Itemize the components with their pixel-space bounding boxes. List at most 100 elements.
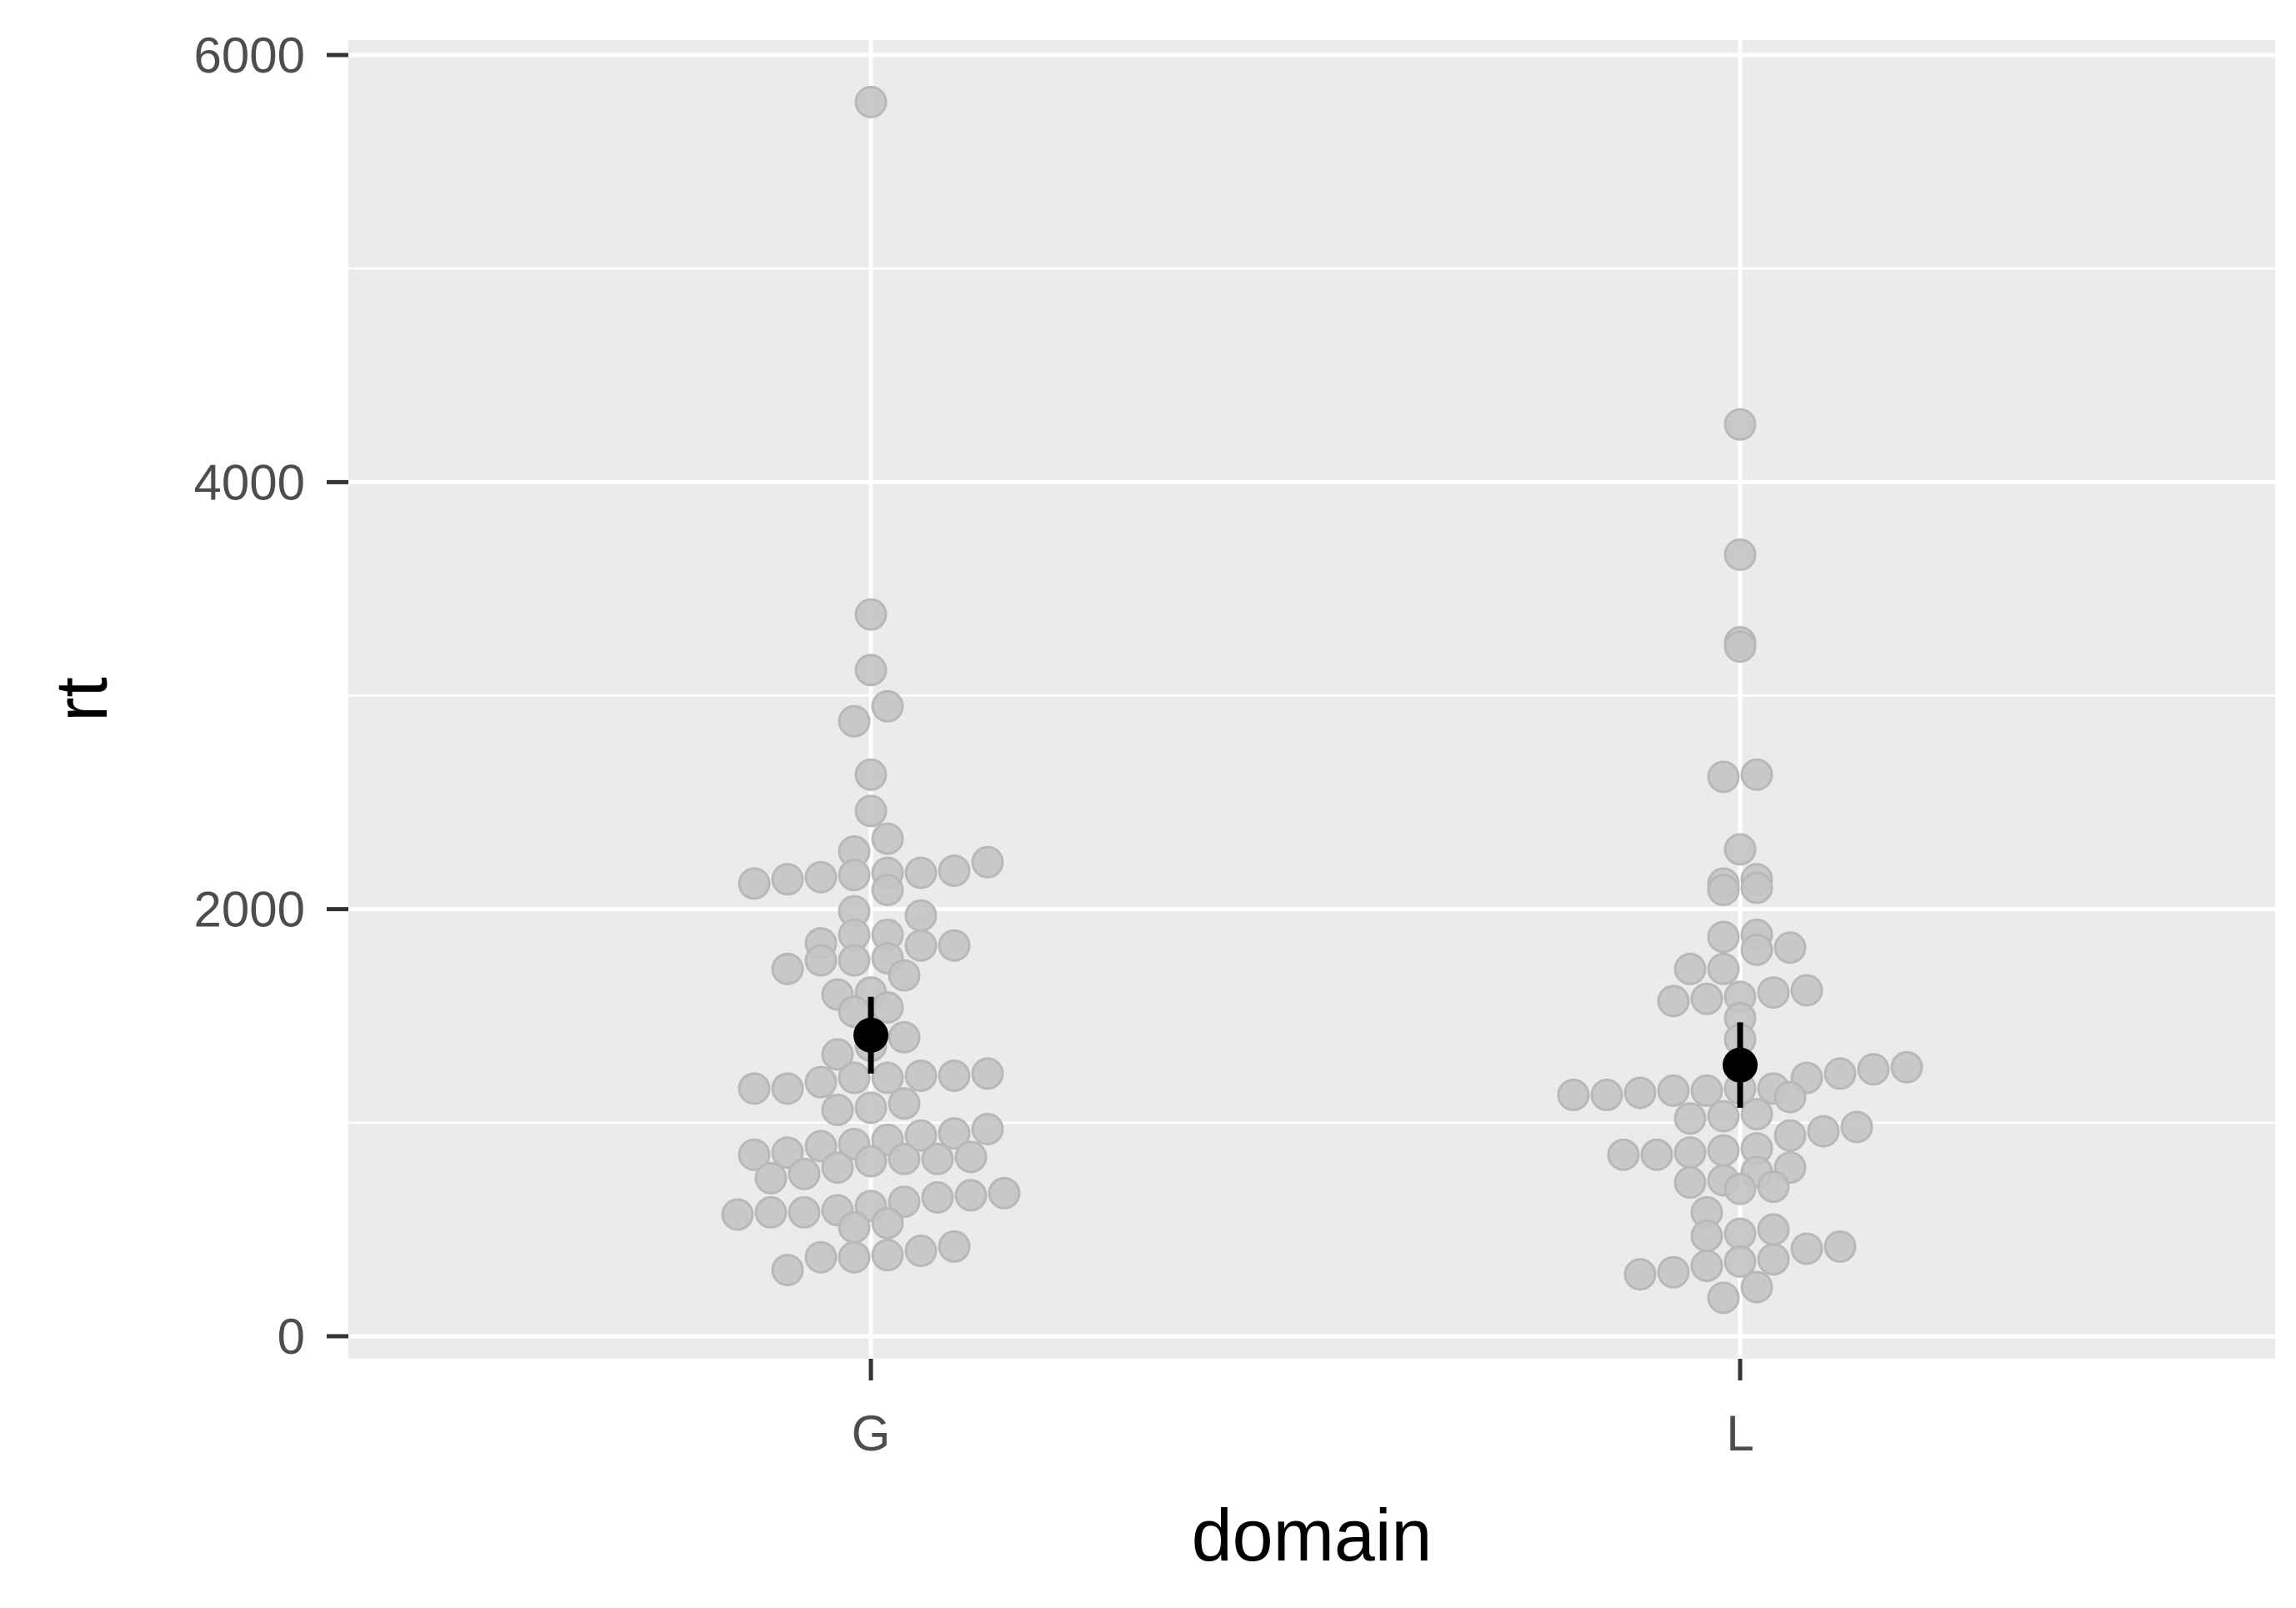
- data-point: [804, 860, 838, 894]
- data-point: [838, 1061, 871, 1095]
- data-point: [1657, 1255, 1690, 1289]
- data-point: [721, 1198, 754, 1231]
- data-point: [1657, 1074, 1690, 1107]
- data-point: [804, 944, 838, 977]
- data-point: [1723, 630, 1757, 664]
- data-point: [1790, 1232, 1823, 1265]
- data-point: [904, 929, 938, 962]
- data-point: [1690, 982, 1723, 1015]
- data-point: [1707, 952, 1740, 985]
- data-point: [1807, 1115, 1840, 1148]
- data-point: [888, 959, 921, 992]
- data-point: [771, 1254, 804, 1287]
- mean-point: [1723, 1047, 1758, 1083]
- data-point: [938, 1117, 971, 1150]
- data-point: [821, 1038, 854, 1071]
- data-point: [1740, 871, 1773, 904]
- data-point: [854, 654, 888, 687]
- data-point: [1740, 1098, 1773, 1131]
- y-tick-label: 2000: [194, 882, 305, 938]
- data-point: [1790, 974, 1823, 1007]
- data-point: [988, 1176, 1021, 1210]
- data-point: [938, 854, 971, 888]
- data-point: [804, 1240, 838, 1274]
- data-point: [854, 758, 888, 791]
- data-point: [1557, 1079, 1590, 1112]
- data-point: [971, 845, 1004, 879]
- y-tick-label: 0: [278, 1309, 305, 1365]
- data-point: [1707, 1134, 1740, 1167]
- y-tick-label: 6000: [194, 28, 305, 83]
- data-point: [971, 1057, 1004, 1090]
- data-point: [1673, 952, 1707, 985]
- data-point: [771, 863, 804, 896]
- data-point: [1723, 833, 1757, 866]
- data-point: [1673, 1102, 1707, 1135]
- data-point: [1707, 874, 1740, 907]
- data-point: [871, 1239, 904, 1272]
- x-tick-label: L: [1726, 1405, 1753, 1461]
- data-point: [1740, 758, 1773, 791]
- data-point: [804, 1130, 838, 1163]
- panel-background: [348, 40, 2275, 1359]
- data-point: [788, 1157, 821, 1190]
- data-point: [854, 85, 888, 118]
- data-point: [938, 1230, 971, 1263]
- data-point: [1723, 538, 1757, 571]
- data-point: [771, 1136, 804, 1170]
- data-point: [1857, 1053, 1890, 1086]
- data-point: [1723, 1217, 1757, 1250]
- data-point: [971, 1113, 1004, 1146]
- data-point: [1757, 976, 1790, 1009]
- data-point: [838, 704, 871, 738]
- data-point: [1723, 408, 1757, 441]
- data-point: [838, 859, 871, 892]
- mean-point: [853, 1017, 888, 1053]
- data-point: [821, 1093, 854, 1126]
- data-point: [804, 1065, 838, 1099]
- data-point: [871, 1061, 904, 1095]
- data-point: [1690, 1249, 1723, 1282]
- data-point: [738, 1072, 771, 1105]
- data-point: [954, 1140, 988, 1174]
- data-point: [1707, 1100, 1740, 1133]
- data-point: [904, 899, 938, 932]
- data-point: [854, 598, 888, 631]
- data-point: [838, 1210, 871, 1244]
- data-point: [938, 1059, 971, 1092]
- data-point: [1707, 760, 1740, 794]
- data-point: [938, 929, 971, 962]
- data-point: [1723, 1172, 1757, 1205]
- data-point: [1673, 1166, 1707, 1200]
- data-point: [1757, 1213, 1790, 1246]
- data-point: [838, 1240, 871, 1274]
- data-point: [1707, 1281, 1740, 1315]
- data-point: [904, 1059, 938, 1092]
- data-point: [1740, 1270, 1773, 1304]
- y-tick-label: 4000: [194, 454, 305, 510]
- data-point: [871, 689, 904, 723]
- data-point: [1773, 1119, 1807, 1152]
- data-point: [1623, 1258, 1657, 1291]
- data-point: [904, 1235, 938, 1268]
- data-point: [871, 991, 904, 1024]
- data-point: [888, 1087, 921, 1120]
- data-point: [921, 1142, 954, 1175]
- data-point: [738, 867, 771, 900]
- data-point: [754, 1195, 788, 1229]
- x-tick-label: G: [852, 1405, 891, 1461]
- data-point: [1607, 1138, 1640, 1171]
- major-grid-lines: [348, 40, 2275, 1359]
- data-point: [1840, 1110, 1873, 1144]
- data-point: [1690, 1220, 1723, 1253]
- data-points: [721, 85, 1923, 1315]
- data-point: [854, 1145, 888, 1178]
- data-point: [1757, 1243, 1790, 1276]
- data-point: [771, 952, 804, 985]
- data-point: [1823, 1057, 1857, 1090]
- data-point: [1773, 1080, 1807, 1114]
- data-point: [1757, 1170, 1790, 1204]
- data-point: [1723, 1245, 1757, 1278]
